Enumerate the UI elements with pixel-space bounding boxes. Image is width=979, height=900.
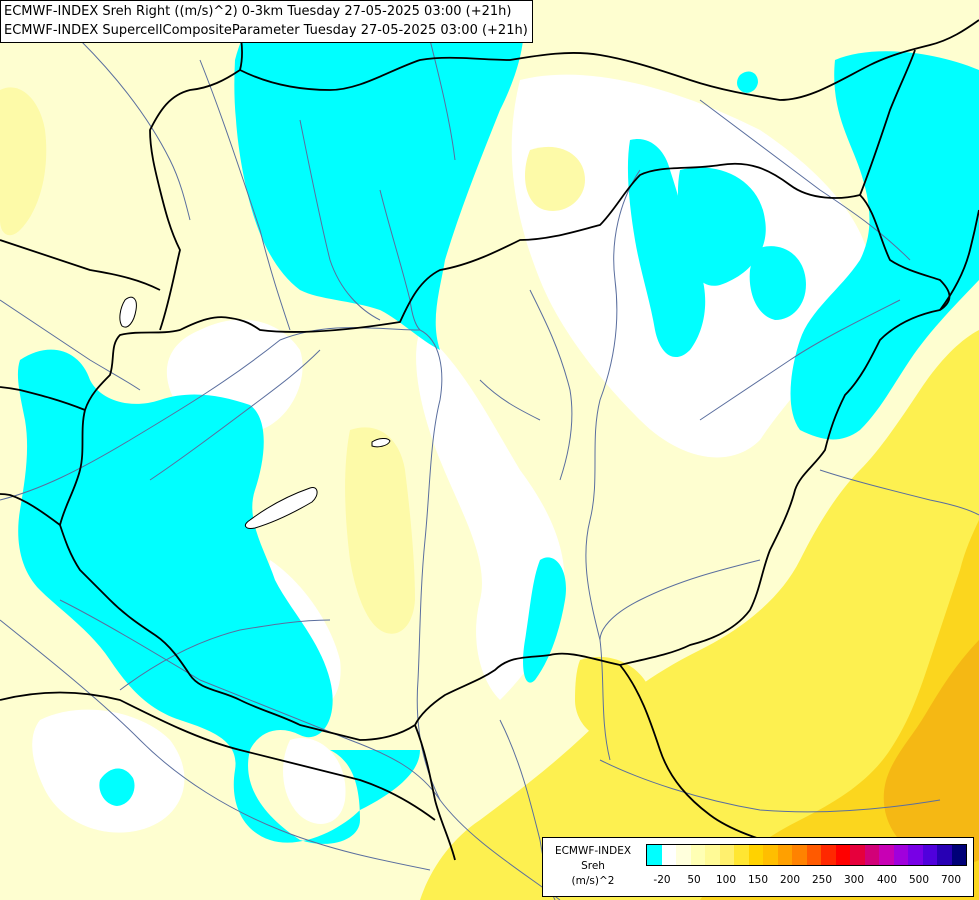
river-somes (699, 299, 901, 421)
field-cyan-sw-blob (99, 768, 135, 806)
legend-swatch (821, 845, 836, 865)
field-white-center-band (416, 330, 565, 700)
legend-swatch (806, 845, 821, 865)
legend-swatch (908, 845, 923, 865)
field-light-yellow-west-edge (0, 87, 47, 236)
field-light-yellow-north (525, 146, 585, 211)
legend-tick-label: 500 (908, 874, 930, 886)
field-cyan-center-strip (523, 557, 566, 683)
river-east-2 (819, 469, 979, 516)
river-sava (0, 619, 431, 871)
border-austria-czech (0, 239, 161, 291)
legend-tick-label: 250 (811, 874, 833, 886)
legend-swatch (879, 845, 894, 865)
river-center-1 (529, 289, 573, 481)
field-cyan-northeast-2 (677, 167, 766, 286)
field-orange-southeast (883, 640, 979, 866)
legend-tick-label: 400 (876, 874, 898, 886)
legend-swatch (690, 845, 705, 865)
river-tisza (585, 169, 641, 761)
field-cyan-west-large (17, 349, 421, 844)
field-cyan-northeast-1 (627, 139, 706, 358)
river-danube (0, 327, 561, 900)
legend-tick-label: 200 (779, 874, 801, 886)
legend-swatch (922, 845, 937, 865)
lake-neusiedl (119, 296, 137, 328)
legend-swatch (792, 845, 807, 865)
legend-tick-label: 150 (747, 874, 769, 886)
border-croatia-bosnia (0, 691, 436, 821)
border-ukraine (859, 49, 916, 196)
border-austria-slovenia (0, 493, 61, 526)
legend-swatch (864, 845, 879, 865)
river-north-1 (79, 39, 191, 221)
field-cyan-northeast-3 (749, 246, 806, 320)
legend-swatch (661, 845, 676, 865)
field-yellow-southeast (420, 330, 979, 900)
legend-title-unit: (m/s)^2 (571, 875, 615, 887)
river-hron (379, 189, 421, 331)
field-cyan-small-top (737, 71, 758, 93)
map-title-box: ECMWF-INDEX Sreh Right ((m/s)^2) 0-3km T… (0, 0, 533, 43)
river-morava (199, 59, 291, 331)
legend-colorbar (646, 844, 967, 866)
border-slovakia-poland (239, 19, 979, 101)
river-network (0, 39, 979, 900)
lake-velence (371, 438, 391, 448)
legend-tick-labels: -20 50 100 150 200 250 300 400 500 700 (646, 874, 966, 888)
legend-swatch (676, 845, 691, 865)
border-slovakia-czech (149, 9, 243, 331)
river-north-2 (429, 39, 456, 161)
field-yellow-south-pocket (575, 656, 651, 740)
river-southwest-1 (119, 619, 331, 691)
legend-title-variable: Sreh (581, 860, 605, 872)
river-center-2 (479, 379, 541, 421)
legend-swatch (734, 845, 749, 865)
legend-swatch (763, 845, 778, 865)
legend-tick-label: 300 (843, 874, 865, 886)
legend-swatch (835, 845, 850, 865)
legend-tick-label: 50 (687, 874, 701, 886)
legend-swatch (951, 845, 966, 865)
legend-swatch (748, 845, 763, 865)
legend-swatch (937, 845, 952, 865)
legend-swatch (647, 845, 662, 865)
map-title-line-1: ECMWF-INDEX Sreh Right ((m/s)^2) 0-3km T… (4, 4, 512, 19)
legend-swatch (850, 845, 865, 865)
legend-title-source: ECMWF-INDEX (554, 845, 632, 857)
legend-tick-label: 100 (715, 874, 737, 886)
legend-tick-label: -20 (653, 874, 671, 886)
border-east-romania (939, 209, 979, 311)
map-title-line-2: ECMWF-INDEX SupercellCompositeParameter … (4, 23, 528, 38)
lake-balaton (244, 486, 318, 529)
legend-swatch (893, 845, 908, 865)
field-light-yellow-west (345, 427, 415, 634)
border-croatia-serbia (414, 724, 456, 861)
field-white-southwest (32, 709, 185, 833)
river-drava (59, 599, 441, 801)
legend-tick-label: 700 (940, 874, 962, 886)
legend-swatch (705, 845, 720, 865)
river-south-1 (599, 759, 941, 813)
legend-swatch (777, 845, 792, 865)
river-mures (599, 559, 761, 641)
legend-swatch (719, 845, 734, 865)
field-cyan-north (234, 0, 524, 350)
river-west-1 (0, 299, 141, 391)
border-austria-west (0, 386, 86, 411)
border-hungary (59, 162, 951, 741)
river-vah (299, 119, 381, 321)
legend: ECMWF-INDEX Sreh (m/s)^2 -20 50 100 150 200 2… (542, 837, 974, 897)
river-raba (149, 349, 321, 481)
field-white-south-pocket (283, 738, 346, 824)
